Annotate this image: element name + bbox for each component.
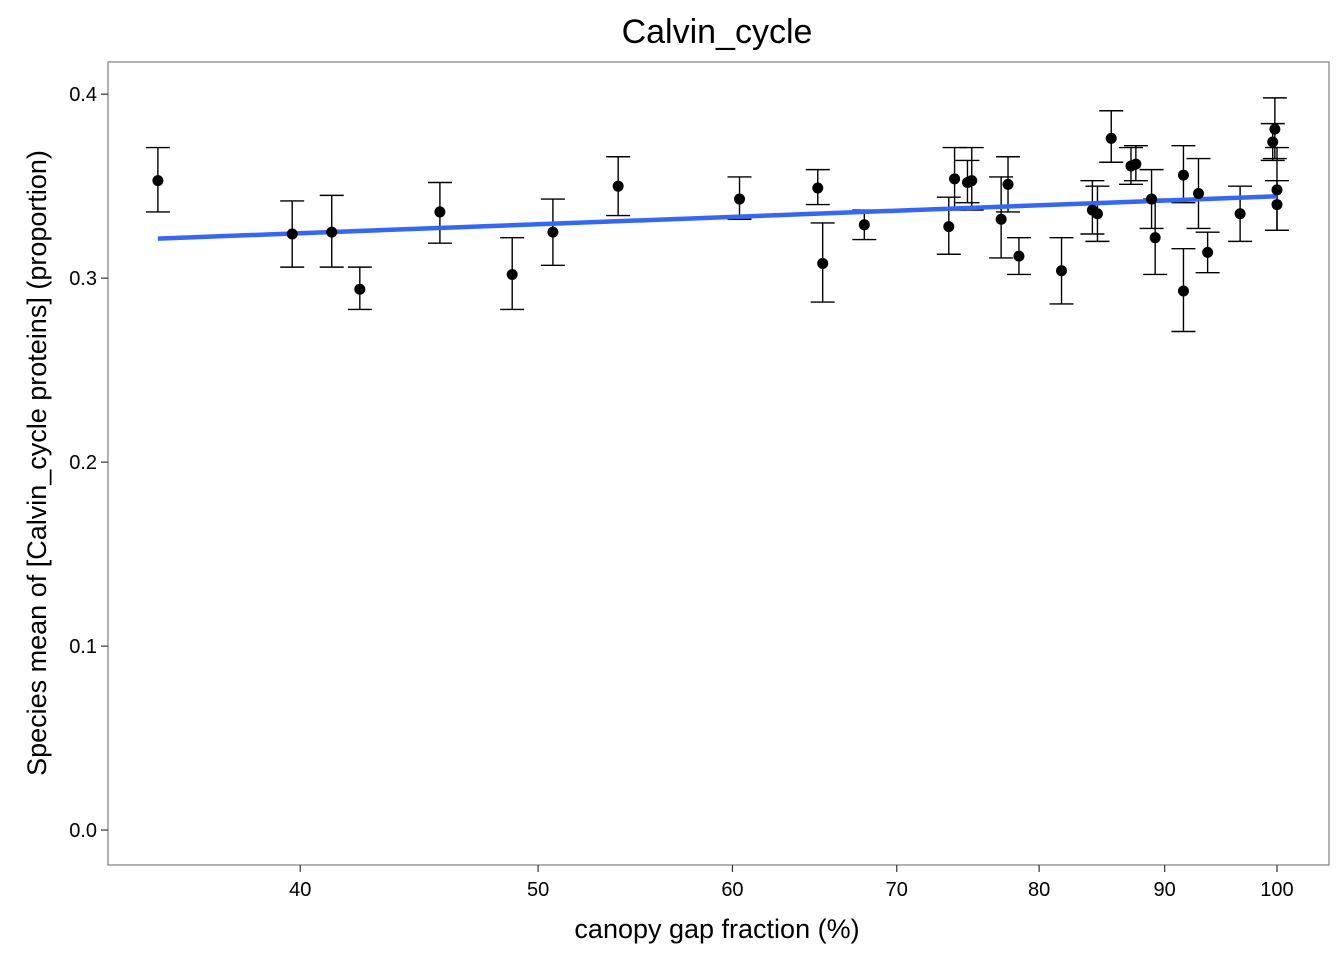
data-point (1105, 132, 1117, 144)
data-point (434, 206, 446, 218)
y-tick-label: 0.4 (69, 84, 97, 106)
data-point (1202, 246, 1214, 258)
plot-area: 0.0 0.1 0.2 0.3 0.4 40 50 60 70 80 90 100 (69, 61, 1330, 901)
y-tick-label: 0.0 (69, 820, 97, 842)
data-point (943, 221, 955, 233)
data-point (1056, 265, 1068, 277)
chart-title: Calvin_cycle (622, 13, 813, 51)
x-tick-label: 50 (527, 879, 549, 901)
data-point (1192, 188, 1204, 200)
data-point (995, 213, 1007, 225)
data-point (152, 175, 164, 187)
data-point (1271, 199, 1283, 211)
x-tick-label: 80 (1028, 879, 1050, 901)
data-point (326, 226, 338, 238)
y-axis-title: Species mean of [Calvin_cycle proteins] … (22, 150, 52, 776)
x-tick-label: 100 (1260, 879, 1293, 901)
data-point (286, 228, 298, 240)
data-point (1177, 285, 1189, 297)
data-point (966, 175, 978, 187)
x-tick-label: 40 (289, 879, 311, 901)
data-point (354, 283, 366, 295)
panel-border (107, 61, 1330, 866)
x-tick-label: 70 (886, 879, 908, 901)
y-tick-label: 0.1 (69, 636, 97, 658)
data-point (1002, 178, 1014, 190)
data-point (1146, 193, 1158, 205)
data-point (1267, 136, 1279, 148)
data-point (612, 180, 624, 192)
data-point (1130, 158, 1142, 170)
y-tick-label: 0.3 (69, 268, 97, 290)
y-tick-label: 0.2 (69, 452, 97, 474)
data-point (812, 182, 824, 194)
x-tick-label: 90 (1154, 879, 1176, 901)
data-point (1091, 208, 1103, 220)
x-axis-title: canopy gap fraction (%) (574, 914, 859, 944)
data-point (858, 219, 870, 231)
data-point (817, 257, 829, 269)
data-point (949, 173, 961, 185)
x-tick-label: 60 (721, 879, 743, 901)
data-point (1177, 169, 1189, 181)
trend-line (157, 194, 1278, 241)
data-point (1234, 208, 1246, 220)
data-point (1149, 232, 1161, 244)
data-point (1271, 184, 1283, 196)
data-point (547, 226, 559, 238)
data-point (734, 193, 746, 205)
data-point (1269, 123, 1281, 135)
data-point (1013, 250, 1025, 262)
data-point (506, 268, 518, 280)
